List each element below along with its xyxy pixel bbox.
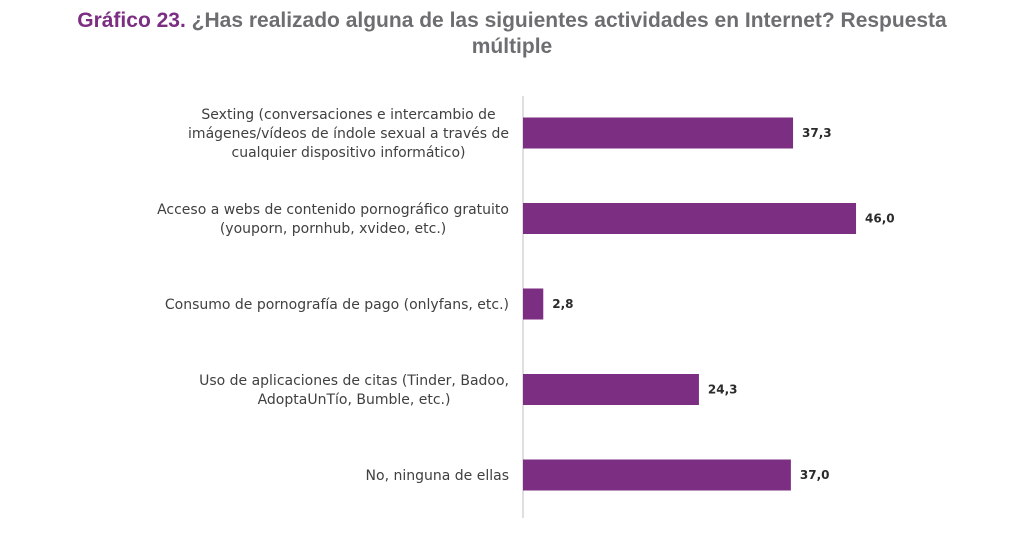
chart-title-text-line1: ¿Has realizado alguna de las siguientes … (191, 9, 947, 32)
category-label-4: Uso de aplicaciones de citas (Tinder, Ba… (199, 373, 509, 408)
data-label-1: 37,3 (802, 126, 832, 140)
data-label-4: 24,3 (708, 383, 738, 397)
category-label-5: No, ninguna de ellas (366, 468, 509, 484)
bar-1 (523, 117, 794, 149)
category-label-1: Sexting (conversaciones e intercambio de… (188, 107, 509, 161)
category-label-2: Acceso a webs de contenido pornográfico … (157, 202, 509, 237)
category-label-3: Consumo de pornografía de pago (onlyfans… (165, 297, 509, 313)
data-label-2: 46,0 (865, 212, 895, 226)
chart-title-text-line2: múltiple (471, 35, 553, 58)
bar-4 (523, 374, 699, 405)
bar-3 (523, 288, 544, 320)
data-label-3: 2,8 (552, 297, 573, 311)
chart-title: Gráfico 23. ¿Has realizado alguna de las… (0, 8, 1024, 60)
bar-5 (523, 459, 791, 491)
chart-title-prefix: Gráfico 23. (77, 9, 186, 32)
bar-2 (523, 203, 857, 234)
data-label-5: 37,0 (800, 468, 830, 482)
